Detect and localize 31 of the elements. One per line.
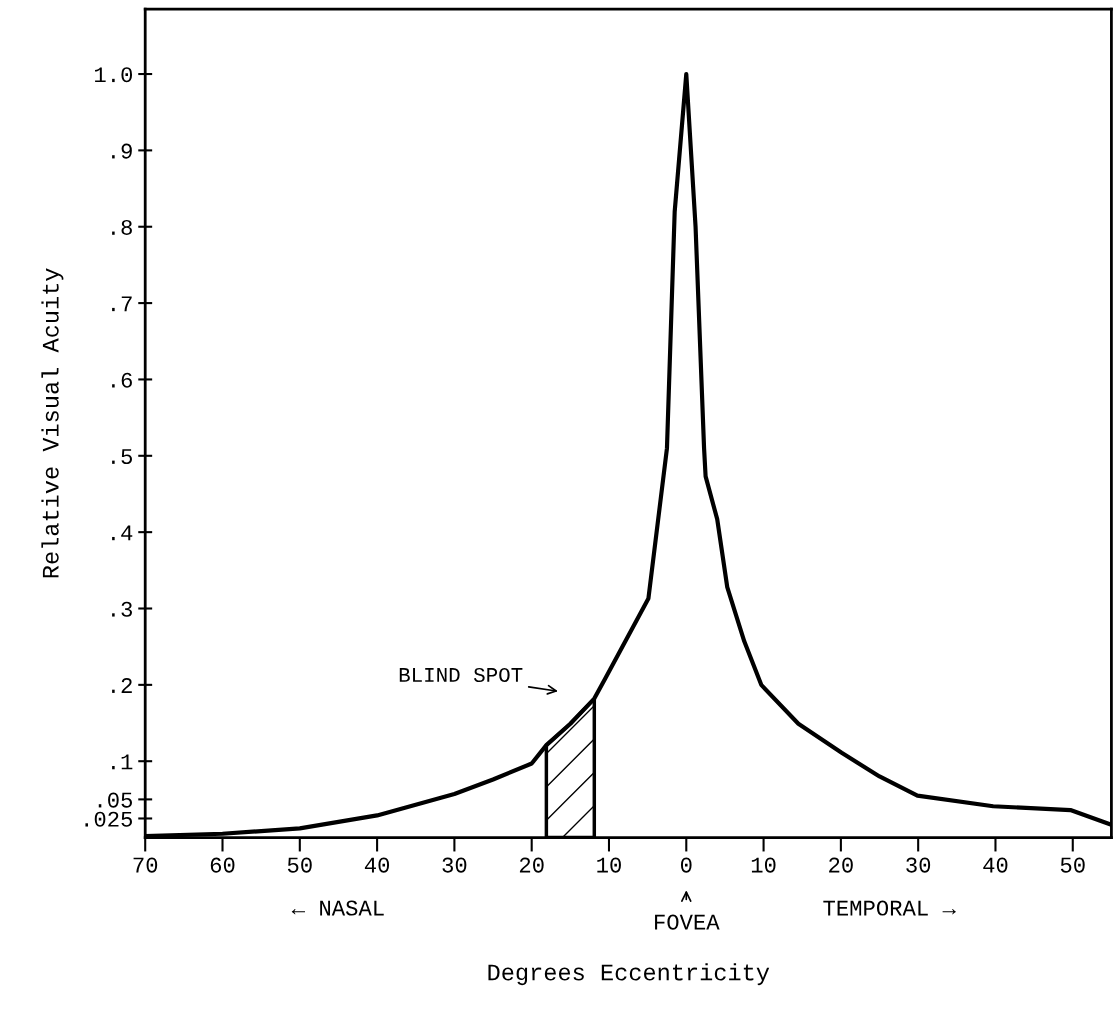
y-tick-label: .8 (112, 219, 132, 235)
y-tick-label: 1.0 (95, 67, 133, 83)
y-tick-label: .3 (112, 601, 132, 617)
x-tick-label: 10 (597, 857, 621, 873)
y-axis-title: Relative Visual Acuity (41, 268, 64, 578)
x-tick-label: 20 (829, 857, 853, 873)
x-tick-label: 30 (906, 857, 931, 873)
x-tick-label: 50 (1060, 857, 1085, 873)
y-tick-label: .2 (112, 678, 132, 693)
x-tick-label: 0 (680, 857, 692, 873)
x-tick-label: 30 (442, 857, 467, 873)
x-tick-label: 50 (287, 857, 312, 873)
x-tick-label: 60 (210, 857, 235, 873)
y-tick-label: .025 (85, 811, 132, 827)
x-tick-label: 40 (364, 857, 390, 873)
y-tick-label: .1 (112, 754, 133, 770)
text: FOVEA (655, 914, 720, 930)
y-tick-label: .05 (98, 792, 132, 808)
text: ← NASAL (291, 900, 384, 916)
x-axis-title: Degrees Eccentricity (488, 963, 770, 986)
text: BLIND SPOT (399, 667, 523, 683)
x-tick-label: 10 (751, 857, 776, 873)
x-tick-label: 70 (133, 857, 158, 873)
y-tick-label: .7 (112, 296, 132, 312)
y-tick-label: .4 (112, 525, 133, 541)
text: TEMPORAL → (823, 900, 956, 916)
y-tick-label: .6 (112, 372, 132, 388)
x-tick-label: 40 (983, 857, 1008, 873)
x-tick-label: 20 (519, 857, 544, 873)
y-tick-label: .9 (112, 143, 132, 159)
y-tick-label: .5 (112, 449, 132, 465)
